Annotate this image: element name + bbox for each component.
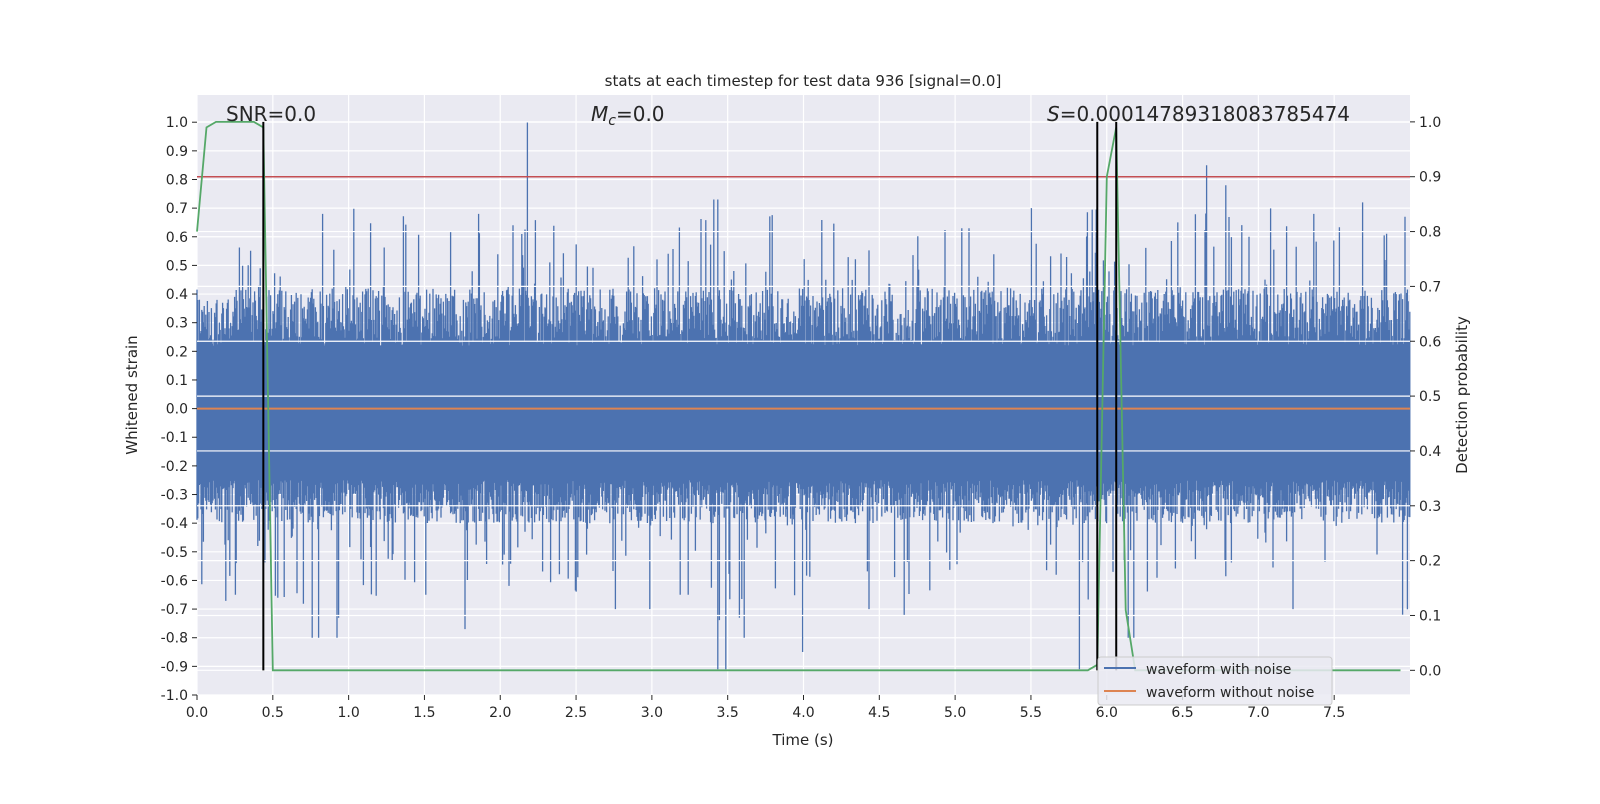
legend-label-noise: waveform with noise [1146,662,1291,678]
overlay-lines [196,121,1410,672]
y-tick-label: -0.8 [161,631,188,647]
y-right-tick-label: 0.3 [1419,499,1441,515]
y-axis-label: Whitened strain [123,335,141,454]
y-right-tick-label: 0.6 [1419,334,1441,350]
y-tick-label: 0.7 [166,201,188,217]
y-tick-label: 0.1 [166,373,188,389]
y-tick-label: 0.5 [166,258,188,274]
x-tick-label: 6.5 [1171,705,1193,721]
y-tick-label: 0.3 [166,316,188,332]
x-tick-label: 0.0 [186,705,208,721]
x-tick-label: 2.5 [565,705,587,721]
x-tick-label: 4.5 [868,705,890,721]
x-tick-label: 0.5 [262,705,284,721]
x-tick-label: 5.5 [1020,705,1042,721]
waveform-with-noise-line [196,122,1411,670]
x-tick-label: 3.5 [717,705,739,721]
y-right-tick-label: 0.1 [1419,608,1441,624]
mc-value: =0.0 [616,102,665,126]
s-annotation: S=0.00014789318083785474 [1047,102,1350,126]
y-tick-label: -0.4 [161,516,188,532]
y-right-tick-label: 0.0 [1419,663,1441,679]
chirp-mass-annotation: Mc=0.0 [591,102,665,129]
y-tick-label: 1.0 [166,115,188,131]
x-tick-label: 1.0 [337,705,359,721]
snr-annotation: SNR=0.0 [226,102,316,126]
y-tick-label: -1.0 [161,688,188,704]
legend: waveform with noise waveform without noi… [1097,656,1333,706]
y-right-tick-label: 0.9 [1419,170,1441,186]
x-tick-label: 3.0 [641,705,663,721]
y-tick-label: 0.0 [166,402,188,418]
y-tick-label: -0.2 [161,459,188,475]
y-right-tick-label: 0.8 [1419,225,1441,241]
x-tick-label: 7.5 [1323,705,1345,721]
x-tick-label: 7.0 [1247,705,1269,721]
y-tick-label: -0.1 [161,430,188,446]
chart-title: stats at each timestep for test data 936… [605,72,1002,90]
s-symbol: S [1047,102,1060,126]
x-tick-label: 2.0 [489,705,511,721]
y-tick-label: -0.5 [161,545,188,561]
x-tick-label: 4.0 [792,705,814,721]
y-tick-label: -0.6 [161,573,188,589]
y-tick-label: 0.4 [166,287,188,303]
y-tick-label: -0.3 [161,488,188,504]
mc-symbol: M [591,102,608,126]
y-right-tick-label: 1.0 [1419,115,1441,131]
y-tick-label: 0.8 [166,172,188,188]
y-right-tick-label: 0.2 [1419,554,1441,570]
x-tick-label: 6.0 [1096,705,1118,721]
y-right-tick-label: 0.7 [1419,279,1441,295]
x-tick-label: 1.5 [413,705,435,721]
y-tick-label: 0.6 [166,230,188,246]
legend-label-clean: waveform without noise [1146,685,1314,701]
y-right-tick-label: 0.4 [1419,444,1441,460]
detection-probability-line [196,121,1401,672]
y-tick-label: -0.9 [161,659,188,675]
y-axis-right-label: Detection probability [1453,316,1471,474]
mc-subscript: c [608,113,616,129]
ticks: 0.0 0.5 1.0 1.5 2.0 2.5 3.0 3.5 4.0 4.5 5.0 5.5 6.0 6… [161,115,1442,721]
y-tick-label: 0.2 [166,344,188,360]
y-tick-label: 0.9 [166,144,188,160]
x-axis-label: Time (s) [772,731,834,749]
y-right-tick-label: 0.5 [1419,389,1441,405]
series-waveform-with-noise [196,122,1411,670]
y-tick-label: -0.7 [161,602,188,618]
x-tick-label: 5.0 [944,705,966,721]
s-value: =0.00014789318083785474 [1060,102,1350,126]
